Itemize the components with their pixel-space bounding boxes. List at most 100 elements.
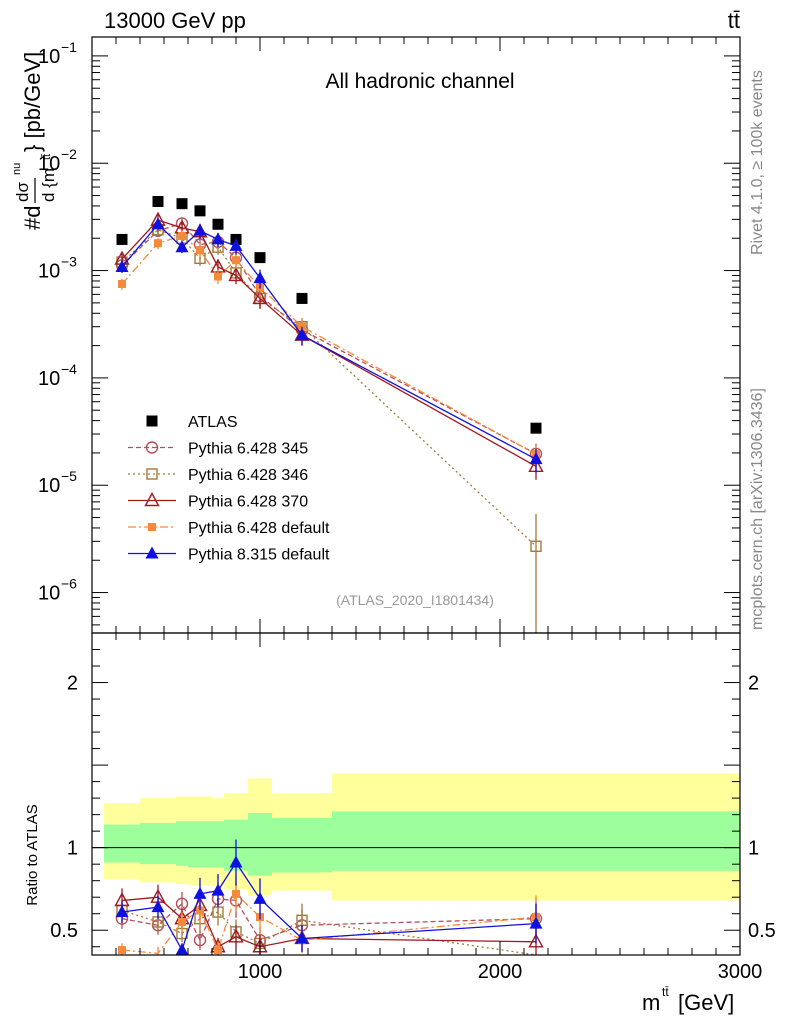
y-tick-label: 10 −5 [38,468,77,497]
legend-entry-p8def: Pythia 8.315 default [128,546,330,564]
y-tick-label: 10 −1 [38,39,77,68]
legend-marker [145,546,159,559]
y-tick-label-base: 10 [38,261,60,283]
point-p8def [193,223,207,236]
point-p8def [151,217,165,230]
ratio-tick-label: 1 [67,838,78,860]
band-stat-bin [248,812,272,876]
analysis-id: (ATLAS_2020_I1801434) [336,592,494,608]
x-tick-label: 2000 [478,961,523,983]
svg-text:tt̄: tt̄ [41,154,53,160]
legend-marker [146,415,158,427]
point-ATLAS [176,198,188,210]
ratio-tick-label-right: 2 [748,673,759,695]
legend-label: Pythia 8.315 default [188,547,330,564]
ratio-point-p370 [228,928,244,943]
legend-entry-ATLAS: ATLAS [146,414,238,431]
series-line-p346 [121,229,537,547]
y-tick-label: 10 −2 [38,146,77,175]
point-ATLAS [152,196,164,208]
y-tick-label-base: 10 [38,153,60,175]
legend-entry-p6def: Pythia 6.428 default [128,520,330,537]
ratio-panel-series [114,839,544,956]
x-tick-label: 3000 [718,961,763,983]
side-mcplots: mcplots.cern.ch [arXiv:1306.3436] [749,388,766,630]
svg-text:tt̄: tt̄ [662,985,669,999]
point-p8def [529,452,543,465]
point-p6def [196,246,204,255]
legend-label: Pythia 6.428 default [188,520,330,537]
y-tick-label-base: 10 [38,475,60,497]
point-ATLAS [254,252,266,264]
lower-frame [91,632,741,956]
y-tick-label-base: 10 [38,368,60,390]
ratio-point-p8def [253,891,267,904]
point-ATLAS [296,292,308,304]
point-p6def [178,231,186,240]
y-tick-label-base: 10 [38,583,60,605]
legend-marker [145,441,159,454]
y-axis-title: #d dσ d {m nu tt̄ } [pb/GeV] [11,52,58,230]
y-tick-label-exp: −6 [61,576,77,592]
x-axis-title: m tt̄ [GeV] [642,985,734,1015]
svg-text:d {m: d {m [39,168,58,202]
svg-text:dσ: dσ [13,182,32,202]
y-tick-label-base: 10 [38,46,60,68]
legend-label: Pythia 6.428 346 [188,467,308,484]
y-tick-label: 10 −4 [38,361,77,390]
ratio-point-p370 [528,933,544,948]
band-stat-bin [272,817,332,873]
band-stat-bin [104,824,140,863]
ratio-y-title: Ratio to ATLAS [24,804,41,905]
band-stat-bin [188,821,212,868]
ratio-point-p6def [232,889,240,898]
y-tick-label-exp: −2 [61,146,77,162]
ratio-point-p8def [193,886,207,899]
svg-text:} [pb/GeV]: } [pb/GeV] [20,52,45,152]
ratio-point-p8def [295,931,309,944]
series-line-p345 [121,222,537,455]
point-p8def [253,271,267,284]
y-tick-label-exp: −1 [61,39,77,55]
right-title: tt̄ [728,8,740,33]
point-p8def [115,259,129,272]
band-stat-bin [176,821,188,866]
channel-title: All hadronic channel [325,70,514,93]
ratio-point-p8def [175,943,189,956]
y-tick-label: 10 −3 [38,254,77,283]
ratio-tick-label: 2 [67,673,78,695]
svg-text:[GeV]: [GeV] [678,990,734,1015]
ratio-tick-label-right: 0.5 [748,920,776,942]
ratio-tick-label: 0.5 [50,920,78,942]
ratio-series-p8def [115,839,543,956]
x-tick-label: 1000 [238,961,283,983]
ratio-bands [92,773,740,901]
series-p8def [115,217,543,473]
series-line-p6def [121,235,537,455]
legend: ATLAS Pythia 6.428 345 Pythia 6.428 346 Pyt… [128,414,330,564]
point-p8def [175,240,189,253]
ratio-point-p345 [193,933,207,947]
series-p370 [114,211,544,480]
ratio-point-p8def [151,900,165,913]
legend-entry-p370: Pythia 6.428 370 [128,492,308,511]
series-line-p370 [121,219,537,467]
legend-entry-p345: Pythia 6.428 345 [128,441,308,458]
y-tick-label-exp: −4 [61,361,77,377]
ratio-point-p6def [118,946,126,955]
point-p6def [214,272,222,281]
upper-panel-series [114,196,544,633]
svg-text:#d: #d [20,206,45,230]
svg-text:nu: nu [11,163,23,175]
ratio-tick-label-right: 1 [748,838,759,860]
point-ATLAS [116,233,128,245]
band-stat-bin [212,821,224,868]
legend-label: ATLAS [188,414,238,431]
point-p8def [229,238,243,251]
point-p346 [530,540,542,552]
point-p370 [252,289,268,305]
legend-label: Pythia 6.428 345 [188,441,308,458]
legend-marker [146,468,158,480]
